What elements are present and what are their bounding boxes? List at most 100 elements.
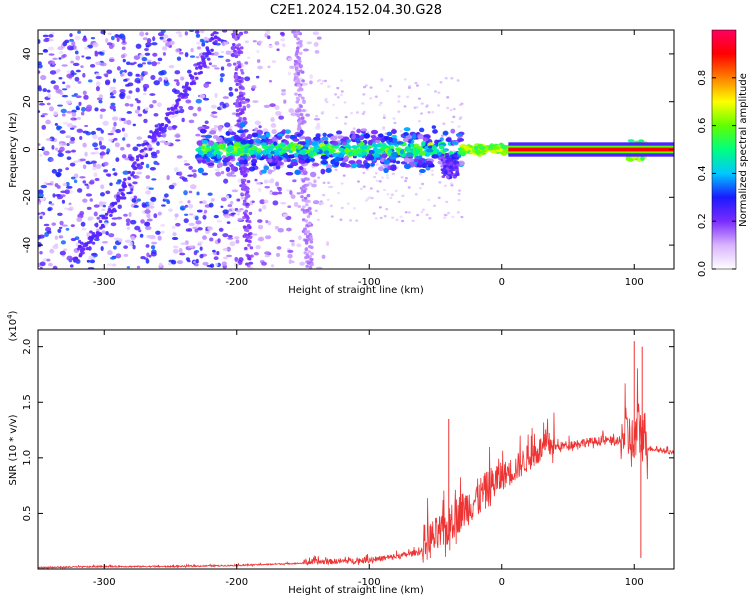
carrier-speck xyxy=(200,128,207,134)
carrier-speck xyxy=(226,161,232,166)
noise-speck xyxy=(195,98,202,104)
noise-speck xyxy=(160,223,165,228)
noise-speck xyxy=(288,108,295,113)
carrier-speck xyxy=(342,141,347,146)
streak-speck xyxy=(234,54,239,59)
noise-speck xyxy=(291,241,295,247)
noise-speck xyxy=(355,111,359,114)
noise-speck xyxy=(452,107,456,111)
streak-speck xyxy=(236,60,241,65)
streak-speck xyxy=(75,258,79,263)
noise-speck xyxy=(407,186,411,189)
noise-speck xyxy=(61,64,68,67)
noise-speck xyxy=(107,132,114,136)
noise-speck xyxy=(167,208,174,212)
streak-speck xyxy=(301,179,306,183)
noise-speck xyxy=(105,81,111,86)
noise-speck xyxy=(69,140,75,144)
streak-speck xyxy=(121,188,125,192)
noise-speck xyxy=(171,259,177,265)
noise-speck xyxy=(397,100,401,103)
noise-speck xyxy=(188,165,193,170)
carrier-speck xyxy=(298,166,304,171)
noise-speck xyxy=(52,265,58,269)
noise-speck xyxy=(150,196,157,202)
noise-speck xyxy=(174,139,181,142)
noise-speck xyxy=(157,57,163,62)
noise-speck xyxy=(212,115,218,119)
streak-speck xyxy=(245,235,249,239)
noise-speck xyxy=(293,201,299,207)
streak-speck xyxy=(181,85,186,89)
streak-speck xyxy=(89,236,94,240)
streak-speck xyxy=(149,130,153,134)
noise-speck xyxy=(84,183,89,186)
streak-speck xyxy=(196,62,201,66)
noise-speck xyxy=(101,50,106,53)
snr-line xyxy=(38,368,674,569)
noise-speck xyxy=(66,123,74,128)
carrier-speck xyxy=(320,159,328,165)
noise-speck xyxy=(148,187,154,190)
noise-speck xyxy=(457,189,461,192)
noise-speck xyxy=(92,134,98,140)
x-tick-label: 0 xyxy=(499,577,505,588)
noise-speck xyxy=(57,212,63,216)
streak-speck xyxy=(116,197,121,201)
noise-speck xyxy=(199,246,203,251)
noise-speck xyxy=(54,183,59,188)
noise-speck xyxy=(194,30,200,34)
noise-speck xyxy=(417,97,421,100)
streak-speck xyxy=(234,88,239,92)
noise-speck xyxy=(123,213,128,217)
streak-speck xyxy=(304,247,309,252)
carrier-speck xyxy=(418,135,424,139)
noise-speck xyxy=(203,36,209,42)
noise-speck xyxy=(75,69,81,73)
noise-speck xyxy=(190,184,197,190)
noise-speck xyxy=(404,177,408,180)
carrier-speck xyxy=(216,154,222,159)
carrier-speck xyxy=(256,148,262,153)
streak-speck xyxy=(304,230,309,234)
carrier-speck xyxy=(395,160,401,165)
streak-speck xyxy=(247,243,251,247)
carrier-speck xyxy=(441,168,445,172)
noise-speck xyxy=(188,190,193,194)
streak-speck xyxy=(235,112,240,116)
noise-speck xyxy=(51,222,57,226)
streak-speck xyxy=(296,83,301,87)
carrier-speck xyxy=(242,154,248,160)
noise-speck xyxy=(57,152,64,157)
noise-speck xyxy=(132,244,136,250)
noise-speck xyxy=(135,87,140,93)
streak-speck xyxy=(202,63,206,68)
noise-speck xyxy=(38,85,42,90)
streak-speck xyxy=(191,75,195,80)
streak-speck xyxy=(239,46,244,50)
noise-speck xyxy=(116,66,121,71)
streak-speck xyxy=(240,164,244,168)
noise-speck xyxy=(315,266,323,269)
carrier-speck xyxy=(412,133,417,140)
streak-speck xyxy=(308,212,313,216)
noise-speck xyxy=(136,136,143,140)
noise-speck xyxy=(443,216,447,220)
carrier-speck xyxy=(201,139,209,145)
noise-speck xyxy=(288,259,293,265)
noise-speck xyxy=(100,62,107,67)
noise-speck xyxy=(281,43,286,48)
noise-speck xyxy=(415,106,419,109)
carrier-speck xyxy=(252,145,257,151)
noise-speck xyxy=(41,146,45,152)
noise-speck xyxy=(361,102,365,105)
noise-speck xyxy=(183,159,188,163)
noise-speck xyxy=(208,62,212,66)
carrier-speck xyxy=(443,173,447,177)
carrier-speck xyxy=(298,159,303,164)
noise-speck xyxy=(166,38,172,42)
noise-speck xyxy=(84,151,88,157)
noise-speck xyxy=(112,89,117,95)
noise-speck xyxy=(391,172,395,176)
noise-speck xyxy=(257,187,262,192)
